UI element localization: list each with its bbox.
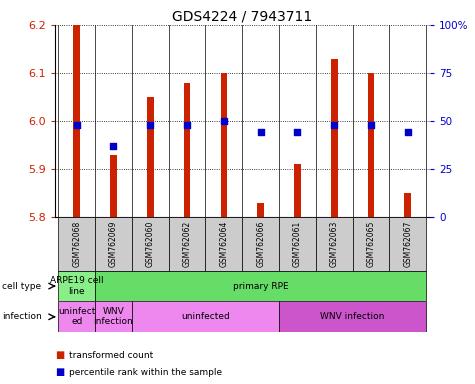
Text: ARPE19 cell
line: ARPE19 cell line bbox=[50, 276, 104, 296]
Text: GSM762060: GSM762060 bbox=[146, 221, 155, 267]
Bar bbox=[316, 217, 352, 271]
Bar bbox=[132, 217, 169, 271]
Text: uninfect
ed: uninfect ed bbox=[58, 307, 95, 326]
Bar bbox=[352, 217, 390, 271]
Bar bbox=[184, 83, 190, 217]
Bar bbox=[242, 217, 279, 271]
Point bbox=[294, 129, 301, 136]
Text: cell type: cell type bbox=[2, 281, 41, 291]
Text: GSM762066: GSM762066 bbox=[256, 221, 265, 267]
Bar bbox=[132, 301, 279, 332]
Point bbox=[110, 143, 117, 149]
Text: transformed count: transformed count bbox=[69, 351, 153, 360]
Text: GSM762062: GSM762062 bbox=[182, 221, 191, 267]
Point bbox=[183, 122, 191, 128]
Text: GSM762068: GSM762068 bbox=[72, 221, 81, 267]
Text: GSM762061: GSM762061 bbox=[293, 221, 302, 267]
Bar bbox=[257, 203, 264, 217]
Bar bbox=[169, 217, 206, 271]
Bar bbox=[110, 155, 117, 217]
Text: GSM762064: GSM762064 bbox=[219, 221, 228, 267]
Bar bbox=[147, 97, 153, 217]
Point bbox=[331, 122, 338, 128]
Title: GDS4224 / 7943711: GDS4224 / 7943711 bbox=[172, 10, 313, 24]
Point bbox=[146, 122, 154, 128]
Text: uninfected: uninfected bbox=[181, 312, 230, 321]
Text: GSM762067: GSM762067 bbox=[403, 221, 412, 267]
Bar bbox=[58, 301, 95, 332]
Point bbox=[404, 129, 412, 136]
Text: GSM762065: GSM762065 bbox=[367, 221, 376, 267]
Bar bbox=[58, 271, 95, 301]
Bar bbox=[58, 217, 95, 271]
Text: percentile rank within the sample: percentile rank within the sample bbox=[69, 368, 222, 377]
Bar bbox=[368, 73, 374, 217]
Bar bbox=[95, 271, 426, 301]
Text: GSM762063: GSM762063 bbox=[330, 221, 339, 267]
Bar bbox=[95, 301, 132, 332]
Bar bbox=[73, 25, 80, 217]
Text: WNV infection: WNV infection bbox=[321, 312, 385, 321]
Point bbox=[257, 129, 265, 136]
Bar bbox=[405, 193, 411, 217]
Bar bbox=[390, 217, 426, 271]
Bar bbox=[331, 59, 338, 217]
Bar bbox=[279, 217, 316, 271]
Point bbox=[220, 118, 228, 124]
Point bbox=[367, 122, 375, 128]
Text: infection: infection bbox=[2, 312, 42, 321]
Bar bbox=[220, 73, 227, 217]
Text: WNV
infection: WNV infection bbox=[94, 307, 133, 326]
Text: ■: ■ bbox=[55, 367, 64, 377]
Point bbox=[73, 122, 80, 128]
Bar bbox=[279, 301, 426, 332]
Text: primary RPE: primary RPE bbox=[233, 281, 288, 291]
Bar bbox=[294, 164, 301, 217]
Bar bbox=[95, 217, 132, 271]
Text: ■: ■ bbox=[55, 350, 64, 360]
Bar bbox=[206, 217, 242, 271]
Text: GSM762069: GSM762069 bbox=[109, 221, 118, 267]
